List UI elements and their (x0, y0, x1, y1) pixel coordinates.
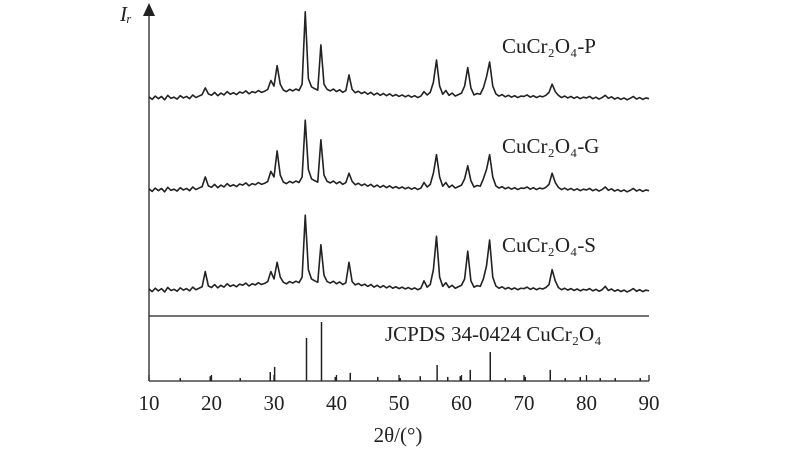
x-tick-label: 60 (451, 391, 472, 415)
xrd-line (148, 11, 650, 101)
series-label: CuCr₂O₄-S (502, 233, 596, 257)
x-tick-label: 50 (389, 391, 410, 415)
x-tick-label: 30 (264, 391, 285, 415)
x-tick-label: 10 (139, 391, 160, 415)
xrd-line (148, 214, 650, 293)
xrd-line (148, 119, 650, 193)
x-tick-label: 20 (201, 391, 222, 415)
series-label: CuCr₂O₄-P (502, 34, 596, 58)
x-axis-label: 2θ/(°) (374, 423, 423, 447)
x-tick-label: 90 (639, 391, 660, 415)
y-axis-label: Iᵣ (119, 2, 132, 26)
y-axis-arrow (143, 3, 155, 16)
x-tick-label: 70 (514, 391, 535, 415)
x-tick-label: 80 (576, 391, 597, 415)
x-tick-label: 40 (326, 391, 347, 415)
reference-label: JCPDS 34-0424 CuCr₂O₄ (385, 322, 602, 346)
series-label: CuCr₂O₄-G (502, 134, 599, 158)
